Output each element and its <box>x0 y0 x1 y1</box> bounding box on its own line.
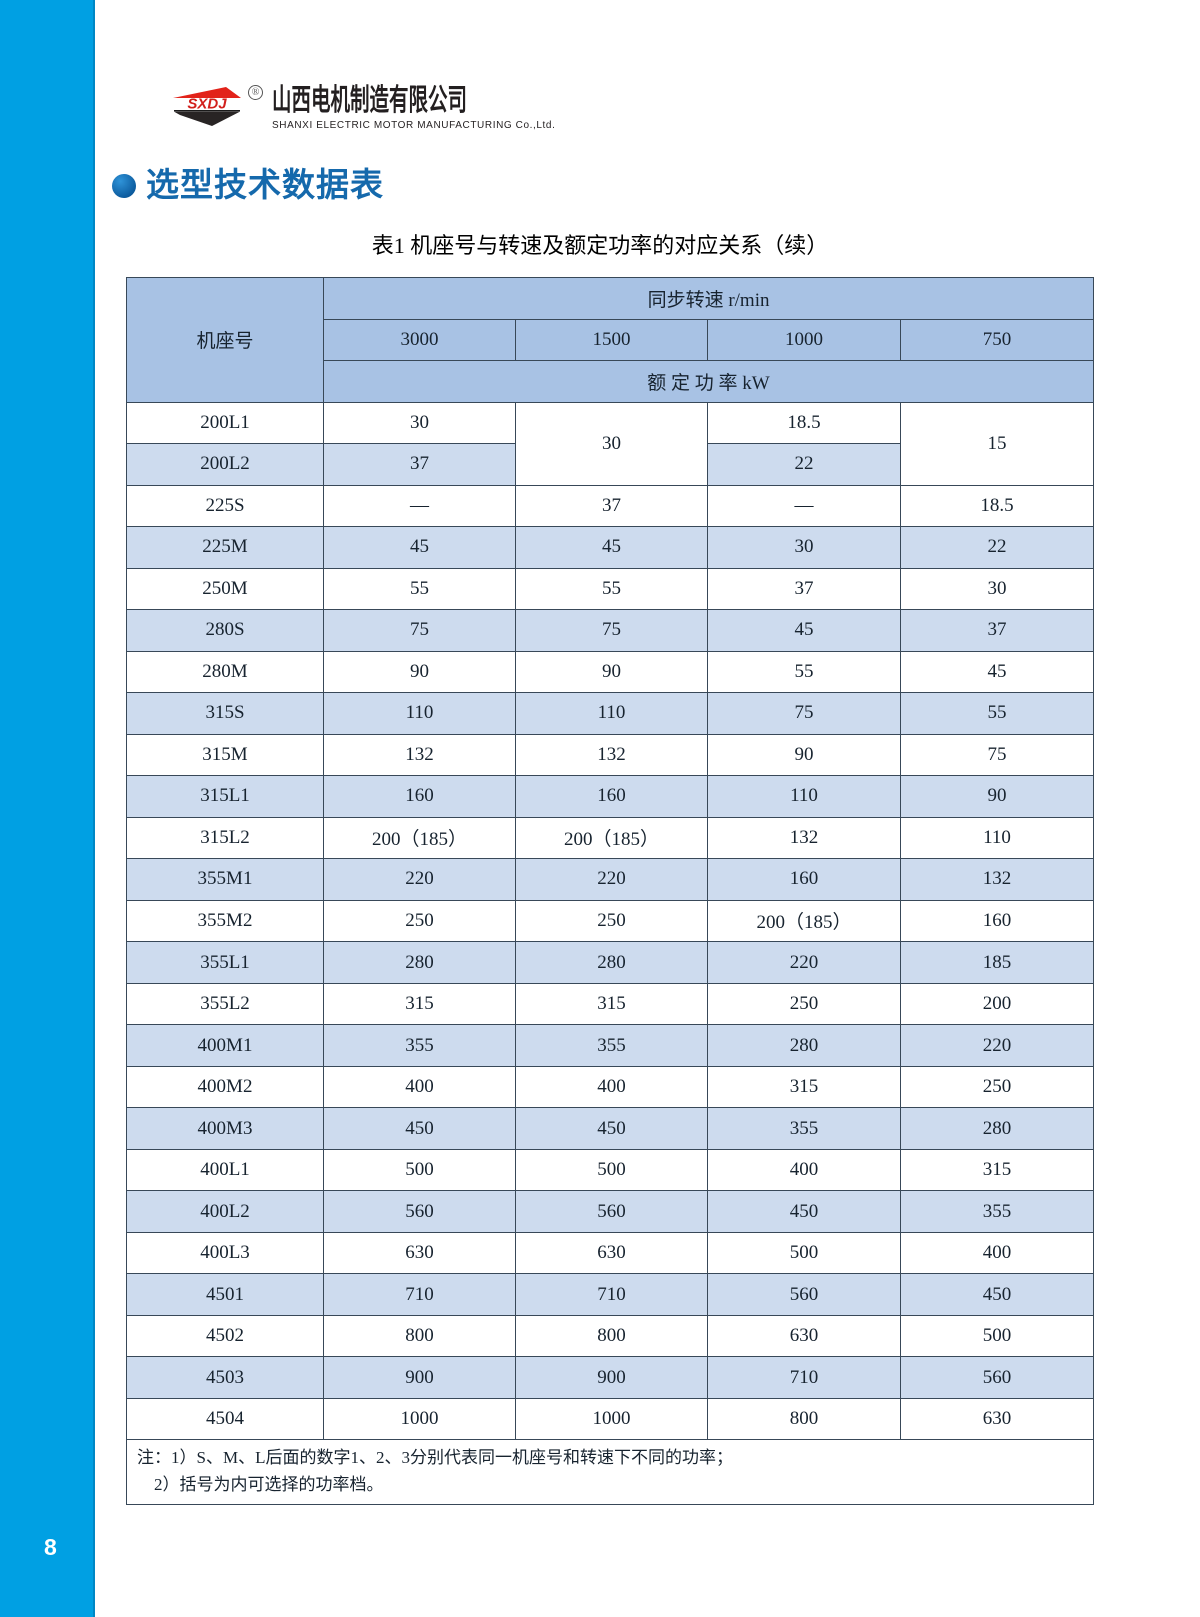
svg-text:SXDJ: SXDJ <box>187 96 227 113</box>
